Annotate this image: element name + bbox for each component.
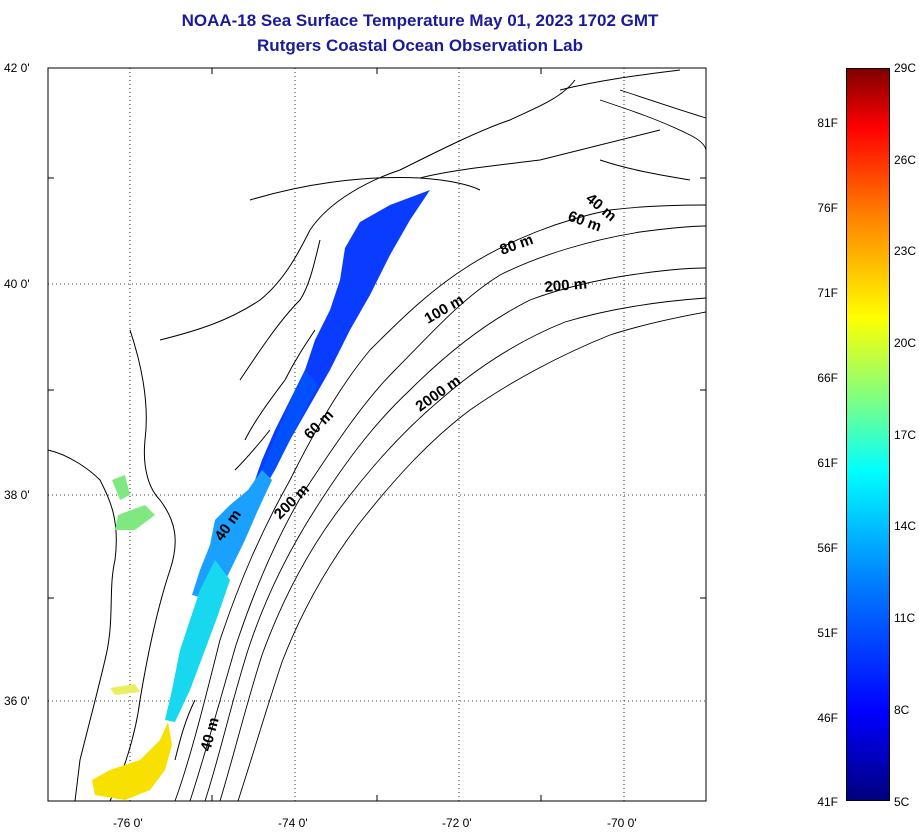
map-frame: [47, 67, 707, 802]
colorbar-f-41: 41F: [817, 795, 838, 809]
isobaths: [174, 89, 707, 802]
colorbar-c-17: 17C: [894, 428, 917, 442]
sst-green-patch-1: [112, 475, 130, 500]
lon-label-70: -70 0': [607, 816, 637, 830]
colorbar-f-46: 46F: [817, 711, 838, 725]
colorbar-c-23: 23C: [894, 244, 917, 258]
sst-yellow-patch: [110, 684, 140, 695]
map-subtitle: Rutgers Coastal Ocean Observation Lab: [257, 36, 583, 55]
colorbar-f-81: 81F: [817, 116, 838, 130]
colorbar-f-56: 56F: [817, 541, 838, 555]
lon-label-76: -76 0': [113, 816, 143, 830]
colorbar-c-29: 29C: [894, 61, 917, 75]
sst-green-patch-2: [115, 505, 155, 530]
colorbar-f-71: 71F: [817, 286, 838, 300]
colorbar-f-76: 76F: [817, 201, 838, 215]
lat-label-36: 36 0': [4, 694, 30, 708]
lat-label-42: 42 0': [4, 61, 30, 75]
colorbar-c-26: 26C: [894, 153, 917, 167]
tick-marks: [48, 68, 706, 801]
sst-swath-cyan: [165, 560, 230, 722]
lon-label-72: -72 0': [442, 816, 472, 830]
sst-warm-patch: [92, 722, 172, 800]
coastline: [47, 69, 691, 802]
graticule: [48, 68, 706, 801]
lon-label-74: -74 0': [278, 816, 308, 830]
colorbar-c-20: 20C: [894, 336, 917, 350]
sst-swath-cool-blue: [255, 370, 318, 495]
colorbar-f-61: 61F: [817, 456, 838, 470]
colorbar-f-51: 51F: [817, 626, 838, 640]
colorbar-c-11: 11C: [894, 611, 916, 625]
lat-label-38: 38 0': [4, 488, 30, 502]
colorbar-c-14: 14C: [894, 519, 917, 533]
colorbar-c-5: 5C: [894, 795, 910, 809]
temperature-colorbar: [846, 68, 890, 801]
lat-label-40: 40 0': [4, 277, 30, 291]
isobath-label-200m-n: 200 m: [544, 275, 588, 296]
colorbar-f-66: 66F: [817, 371, 838, 385]
colorbar-c-8: 8C: [894, 703, 910, 717]
map-title: NOAA-18 Sea Surface Temperature May 01, …: [181, 11, 659, 30]
